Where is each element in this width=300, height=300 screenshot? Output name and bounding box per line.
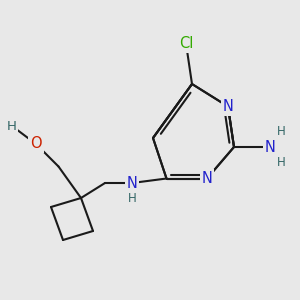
Text: O: O [30, 136, 42, 152]
Text: H: H [277, 155, 286, 169]
Text: Cl: Cl [179, 36, 193, 51]
Text: N: N [202, 171, 212, 186]
Text: H: H [7, 119, 17, 133]
Text: H: H [128, 192, 137, 205]
Text: N: N [127, 176, 137, 190]
Text: N: N [223, 99, 233, 114]
Text: N: N [265, 140, 275, 154]
Text: H: H [277, 125, 286, 139]
